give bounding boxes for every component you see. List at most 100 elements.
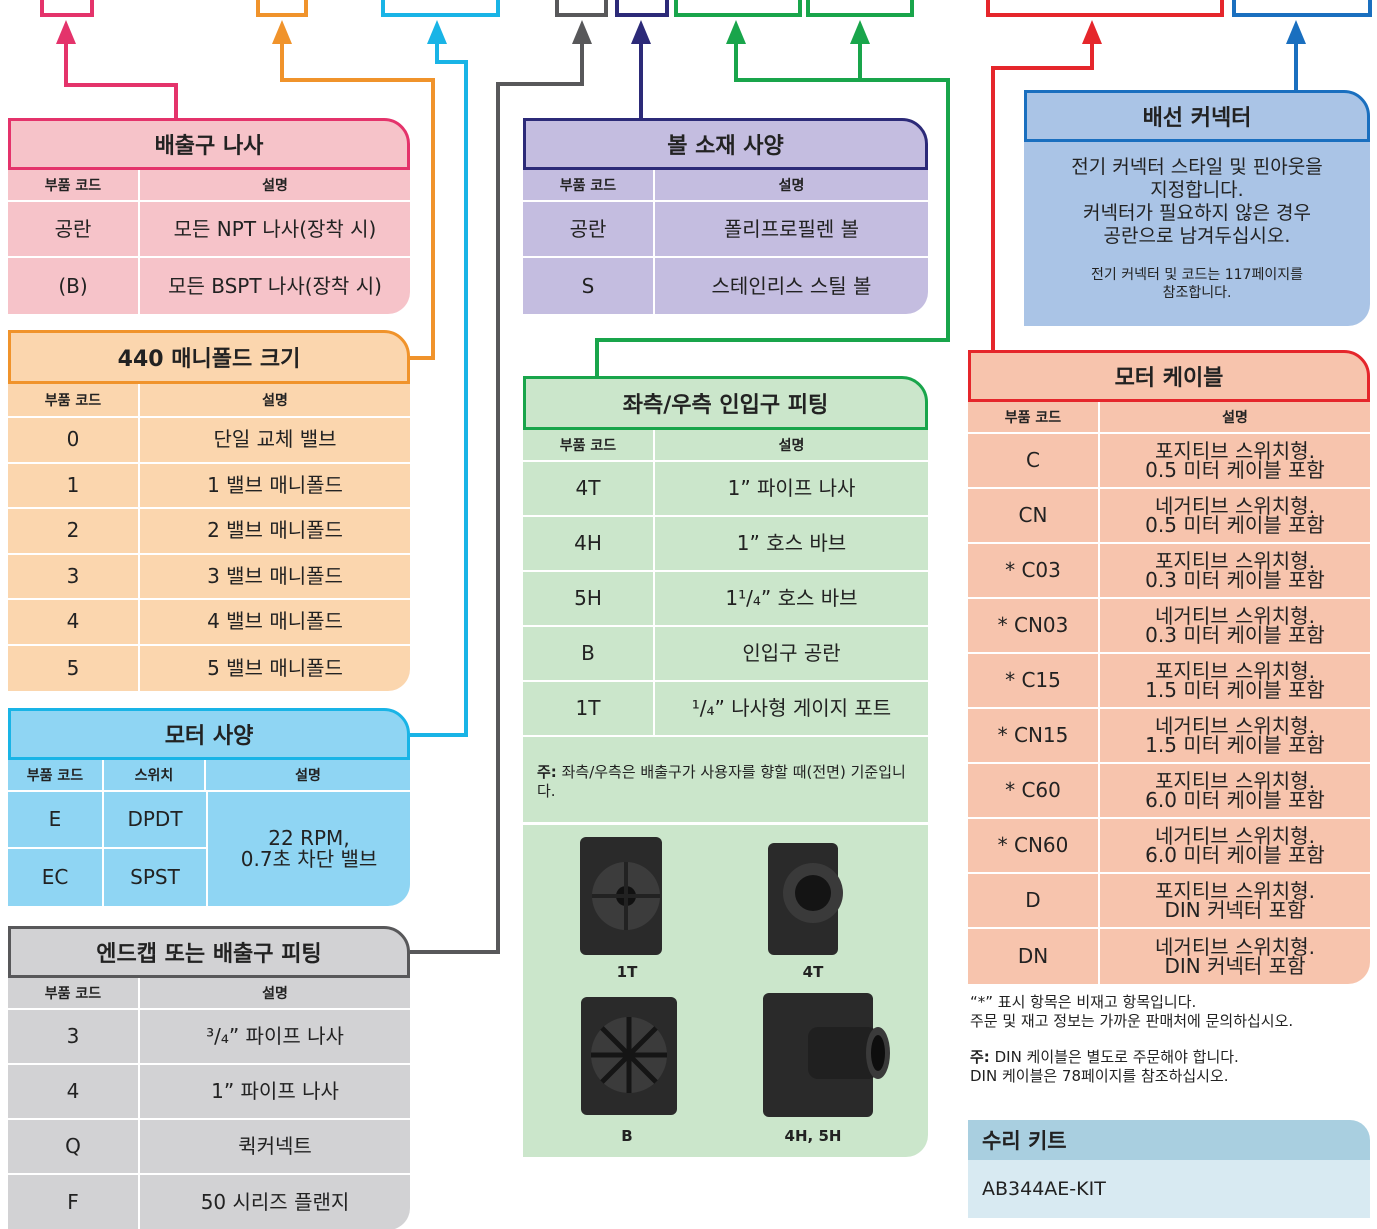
description: 인입구 공란 [742, 641, 841, 665]
description: ³/₄” 파이프 나사 [206, 1024, 344, 1048]
table-row: * CN03 네거티브 스위치형. 0.3 미터 케이블 포함 [968, 599, 1370, 654]
repair-kit-title: 수리 키트 [968, 1120, 1370, 1160]
panel-body: 부품 코드 설명 C 포지티브 스위치형. 0.5 미터 케이블 포함 CN 네거티브 스… [968, 402, 1370, 984]
column-header: 설명 [262, 986, 288, 1002]
repair-kit-part: AB344AE-KIT [968, 1160, 1370, 1218]
panel-body: 부품 코드 스위치 설명 E DPDT EC SPST 22 RPM, 0.7초 차단 밸브 [8, 760, 410, 906]
note-label: 주: [537, 763, 557, 781]
connector-lines [64, 38, 1298, 954]
panel-title: 좌측/우측 인입구 피팅 [523, 376, 928, 430]
column-header: 설명 [778, 438, 805, 454]
table-row: 공란 모든 NPT 나사(장착 시) [8, 202, 410, 258]
part-code: CN [968, 489, 1100, 542]
description: 1” 파이프 나사 [727, 476, 856, 500]
table-row: B 인입구 공란 [523, 627, 928, 682]
description: SPST [130, 865, 180, 889]
column-header: 부품 코드 [8, 760, 104, 790]
part-code: 4T [523, 462, 655, 515]
part-code: * C60 [968, 764, 1100, 817]
table-row: 3 ³/₄” 파이프 나사 [8, 1010, 410, 1065]
panel-title: 볼 소재 사양 [523, 118, 928, 170]
table-row: * CN15 네거티브 스위치형. 1.5 미터 케이블 포함 [968, 709, 1370, 764]
table-row: 5H 1¹/₄” 호스 바브 [523, 572, 928, 627]
part-code: 3 [8, 1010, 140, 1063]
panel-body: 부품 코드 설명 0 단일 교체 밸브 1 1 밸브 매니폴드 2 2 밸브 매니폴드 3 3 밸… [8, 384, 410, 691]
merged-description: 22 RPM, 0.7초 차단 밸브 [206, 792, 410, 906]
description: 1¹/₄” 호스 바브 [725, 586, 858, 610]
fitting-images: 1T 4T B 4H, 5H [523, 825, 928, 1157]
table-row: 1T ¹/₄” 나사형 게이지 포트 [523, 682, 928, 737]
description: 포지티브 스위치형. 0.3 미터 케이블 포함 [1145, 548, 1325, 592]
description: 스테인리스 스틸 볼 [711, 273, 872, 298]
cable-note: 주: DIN 케이블은 별도로 주문해야 합니다. DIN 케이블은 78페이지… [970, 1048, 1370, 1086]
part-code: S [523, 258, 655, 314]
part-code: * CN60 [968, 819, 1100, 872]
note-label: 주: [970, 1048, 990, 1066]
table-row: 1 1 밸브 매니폴드 [8, 463, 410, 509]
description: 퀵커넥트 [238, 1134, 312, 1158]
table-row: * C60 포지티브 스위치형. 6.0 미터 케이블 포함 [968, 764, 1370, 819]
panel-body: 부품 코드 설명 공란 폴리프로필렌 볼 S 스테인리스 스틸 볼 [523, 170, 928, 314]
description: 네거티브 스위치형. DIN 커넥터 포함 [1155, 934, 1315, 978]
note-text: 좌측/우측은 배출구가 사용자를 향할 때(전면) 기준입니다. [537, 763, 906, 800]
arrowheads [56, 20, 1306, 44]
part-code: 4 [8, 1065, 140, 1118]
table-row: * C15 포지티브 스위치형. 1.5 미터 케이블 포함 [968, 654, 1370, 709]
part-code: 3 [8, 554, 140, 598]
part-code: DN [968, 929, 1100, 984]
column-header: 부품 코드 [8, 384, 140, 416]
part-code: 2 [8, 509, 140, 553]
description: 4 밸브 매니폴드 [207, 609, 343, 634]
part-code: * CN03 [968, 599, 1100, 652]
description: 모든 NPT 나사(장착 시) [173, 216, 377, 241]
table-row: DN 네거티브 스위치형. DIN 커넥터 포함 [968, 929, 1370, 984]
fitting-label: 1T [616, 963, 638, 981]
panel-body: 부품 코드 설명 4T 1” 파이프 나사 4H 1” 호스 바브 5H 1¹/₄” 호스 바… [523, 430, 928, 1157]
fitting-label: 4T [802, 963, 824, 981]
part-code: 0 [8, 418, 140, 462]
note: 주: 좌측/우측은 배출구가 사용자를 향할 때(전면) 기준입니다. [523, 737, 928, 825]
description: 네거티브 스위치형. 1.5 미터 케이블 포함 [1145, 713, 1325, 757]
part-code: B [523, 627, 655, 680]
part-code: F [8, 1175, 140, 1229]
description: 포지티브 스위치형. DIN 커넥터 포함 [1155, 878, 1315, 922]
table-row: (B) 모든 BSPT 나사(장착 시) [8, 258, 410, 314]
table-row: 5 5 밸브 매니폴드 [8, 645, 410, 691]
column-header: 설명 [262, 393, 288, 409]
table-row: D 포지티브 스위치형. DIN 커넥터 포함 [968, 874, 1370, 929]
column-header: 설명 [295, 768, 321, 784]
column-header: 스위치 [104, 760, 206, 790]
column-header: 설명 [1222, 410, 1248, 426]
table-row: * CN60 네거티브 스위치형. 6.0 미터 케이블 포함 [968, 819, 1370, 874]
column-header: 부품 코드 [523, 430, 655, 460]
table-row: E DPDT [8, 792, 206, 849]
part-code: 1T [523, 682, 655, 735]
panel-title: 엔드캡 또는 배출구 피팅 [8, 926, 410, 978]
panel-title: 배선 커넥터 [1024, 90, 1370, 142]
table-row: C 포지티브 스위치형. 0.5 미터 케이블 포함 [968, 434, 1370, 489]
part-code: 4 [8, 600, 140, 644]
table-row: 2 2 밸브 매니폴드 [8, 509, 410, 555]
header-row: 부품 코드 설명 [968, 402, 1370, 434]
table-row: S 스테인리스 스틸 볼 [523, 258, 928, 314]
description: DPDT [127, 807, 183, 831]
description: 1” 파이프 나사 [211, 1079, 339, 1103]
description: 모든 BSPT 나사(장착 시) [168, 273, 382, 298]
part-code: (B) [8, 258, 140, 314]
table-row: 4H 1” 호스 바브 [523, 517, 928, 572]
part-code: Q [8, 1120, 140, 1173]
part-code: EC [8, 849, 104, 906]
header-row: 부품 코드 설명 [523, 430, 928, 462]
description: 네거티브 스위치형. 6.0 미터 케이블 포함 [1145, 823, 1325, 867]
description: 포지티브 스위치형. 1.5 미터 케이블 포함 [1145, 658, 1325, 702]
footnote: “*” 표시 항목은 비재고 항목입니다. 주문 및 재고 정보는 가까운 판매… [970, 993, 1294, 1030]
panel-title: 배출구 나사 [8, 118, 410, 170]
table-row: 3 3 밸브 매니폴드 [8, 554, 410, 600]
column-header: 부품 코드 [8, 978, 140, 1008]
panel-body: 부품 코드 설명 3 ³/₄” 파이프 나사 4 1” 파이프 나사 Q 퀵커넥트 F 50 시리… [8, 978, 410, 1229]
description: 3 밸브 매니폴드 [207, 563, 343, 588]
rows: E DPDT EC SPST [8, 792, 206, 906]
table-row: 4 1” 파이프 나사 [8, 1065, 410, 1120]
column-header: 부품 코드 [968, 402, 1100, 432]
